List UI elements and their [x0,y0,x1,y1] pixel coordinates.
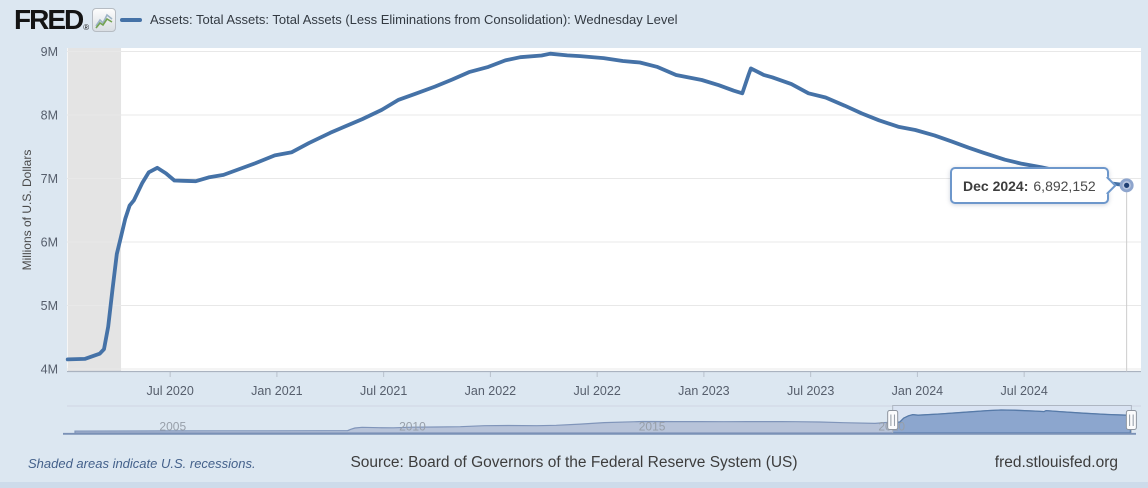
plot-area[interactable] [67,48,1141,372]
y-tick-label: 7M [41,172,58,186]
minimap-handle-left[interactable] [887,410,899,430]
minimap-area-selected [892,409,1132,434]
series-line[interactable] [65,51,1129,362]
y-tick-label: 4M [41,363,58,377]
bottom-border [0,482,1148,488]
legend: Assets: Total Assets: Total Assets (Less… [120,12,677,27]
recession-shading-band [67,48,122,372]
footer: Shaded areas indicate U.S. recessions. S… [0,448,1148,480]
minimap-year-label: 2005 [159,420,186,434]
chart-canvas: 4M 5M 6M 7M 8M 9M Jul 2020 Jan 2021 Jul 2021 Jan … [41,45,1141,435]
source-attribution: Source: Board of Governors of the Federa… [350,454,798,471]
sparkline-chart-icon [92,8,117,32]
x-tick-label: Jan 2023 [678,384,729,398]
y-tick-label: 9M [41,45,58,59]
x-tick-label: Jul 2022 [574,384,621,398]
y-tick-label: 8M [41,109,58,123]
header: FRED ® Assets: Total Assets: Total Asset… [0,0,1148,40]
y-tick-label: 6M [41,236,58,250]
registered-mark: ® [83,23,90,32]
x-tick-label: Jan 2024 [892,384,943,398]
x-tick-label: Jul 2021 [360,384,407,398]
minimap-year-label: 2010 [399,420,426,434]
recession-note: Shaded areas indicate U.S. recessions. [28,456,256,471]
tooltip-date: Dec 2024: [963,177,1029,194]
site-link[interactable]: fred.stlouisfed.org [994,454,1118,471]
legend-series-label[interactable]: Assets: Total Assets: Total Assets (Less… [150,12,678,27]
x-tick-label: Jan 2022 [465,384,516,398]
x-tick-label: Jan 2021 [251,384,302,398]
fred-logo-text: FRED [14,4,84,35]
minimap-handle-right[interactable] [1125,410,1137,430]
fred-logo[interactable]: FRED ® [14,4,117,36]
y-tick-label: 5M [41,299,58,313]
x-tick-label: Jul 2020 [147,384,194,398]
minimap-year-label: 2015 [639,420,666,434]
data-point-marker-core [1124,182,1130,188]
legend-series-dash-icon [120,17,142,22]
x-tick-label: Jul 2023 [787,384,834,398]
x-tick-label: Jul 2024 [1001,384,1048,398]
data-tooltip: Dec 2024: 6,892,152 [950,167,1117,204]
tooltip-value: 6,892,152 [1033,177,1096,194]
